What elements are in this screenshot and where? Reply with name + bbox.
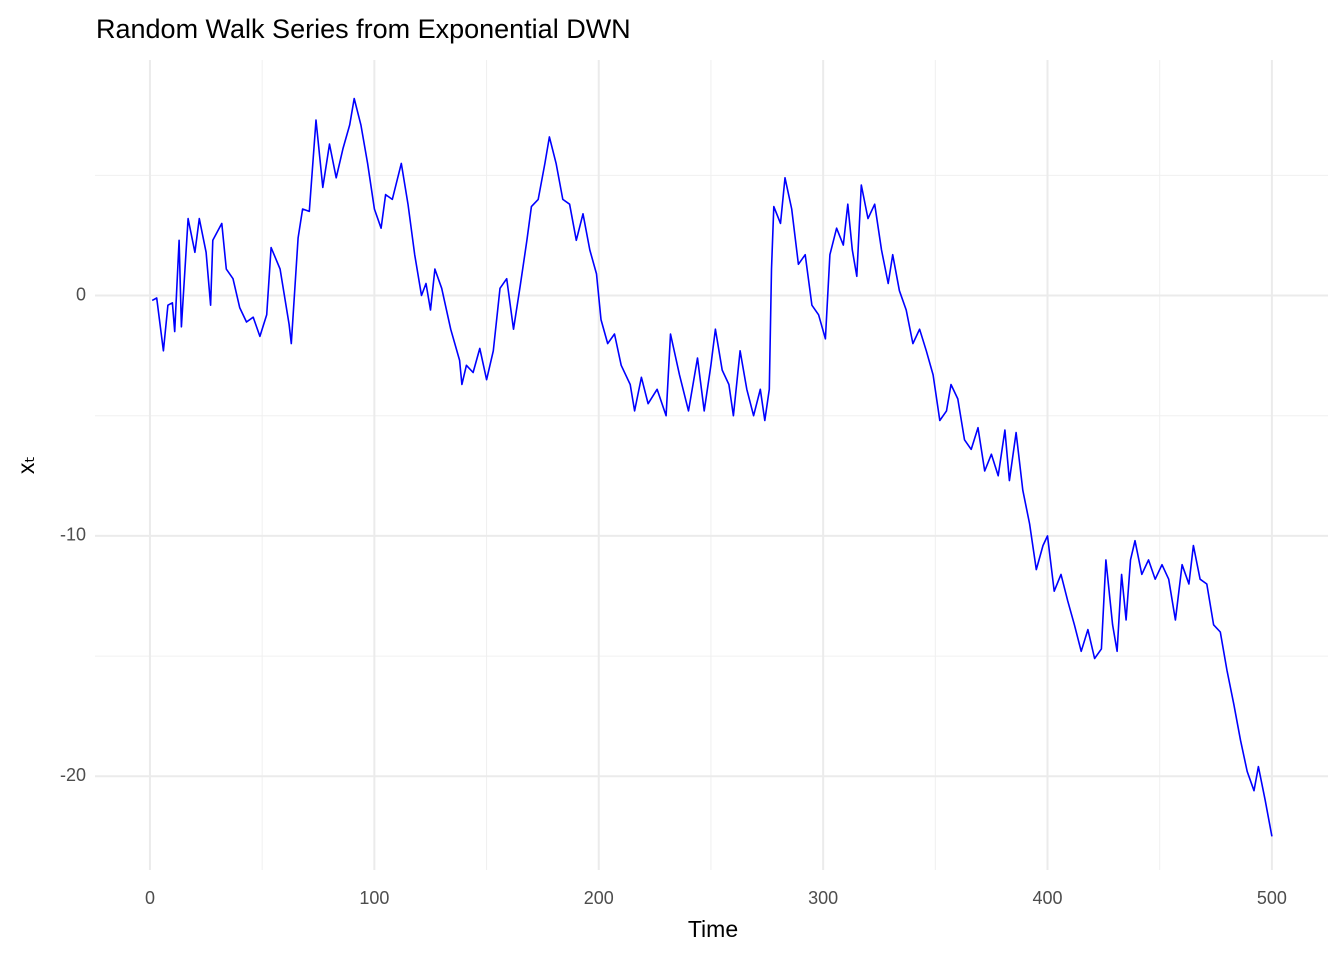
x-tick-label: 0 — [145, 888, 155, 908]
x-tick-label: 200 — [584, 888, 614, 908]
x-tick-label: 100 — [359, 888, 389, 908]
y-tick-label: 0 — [76, 284, 86, 304]
y-tick-label: -10 — [60, 525, 86, 545]
series-line — [151, 97, 1273, 837]
y-axis-label: xₜ — [13, 456, 39, 474]
y-tick-label: -20 — [60, 765, 86, 785]
x-tick-label: 500 — [1257, 888, 1287, 908]
x-tick-label: 300 — [808, 888, 838, 908]
chart-title: Random Walk Series from Exponential DWN — [96, 14, 631, 44]
x-axis-label: Time — [688, 916, 738, 942]
x-tick-label: 400 — [1032, 888, 1062, 908]
